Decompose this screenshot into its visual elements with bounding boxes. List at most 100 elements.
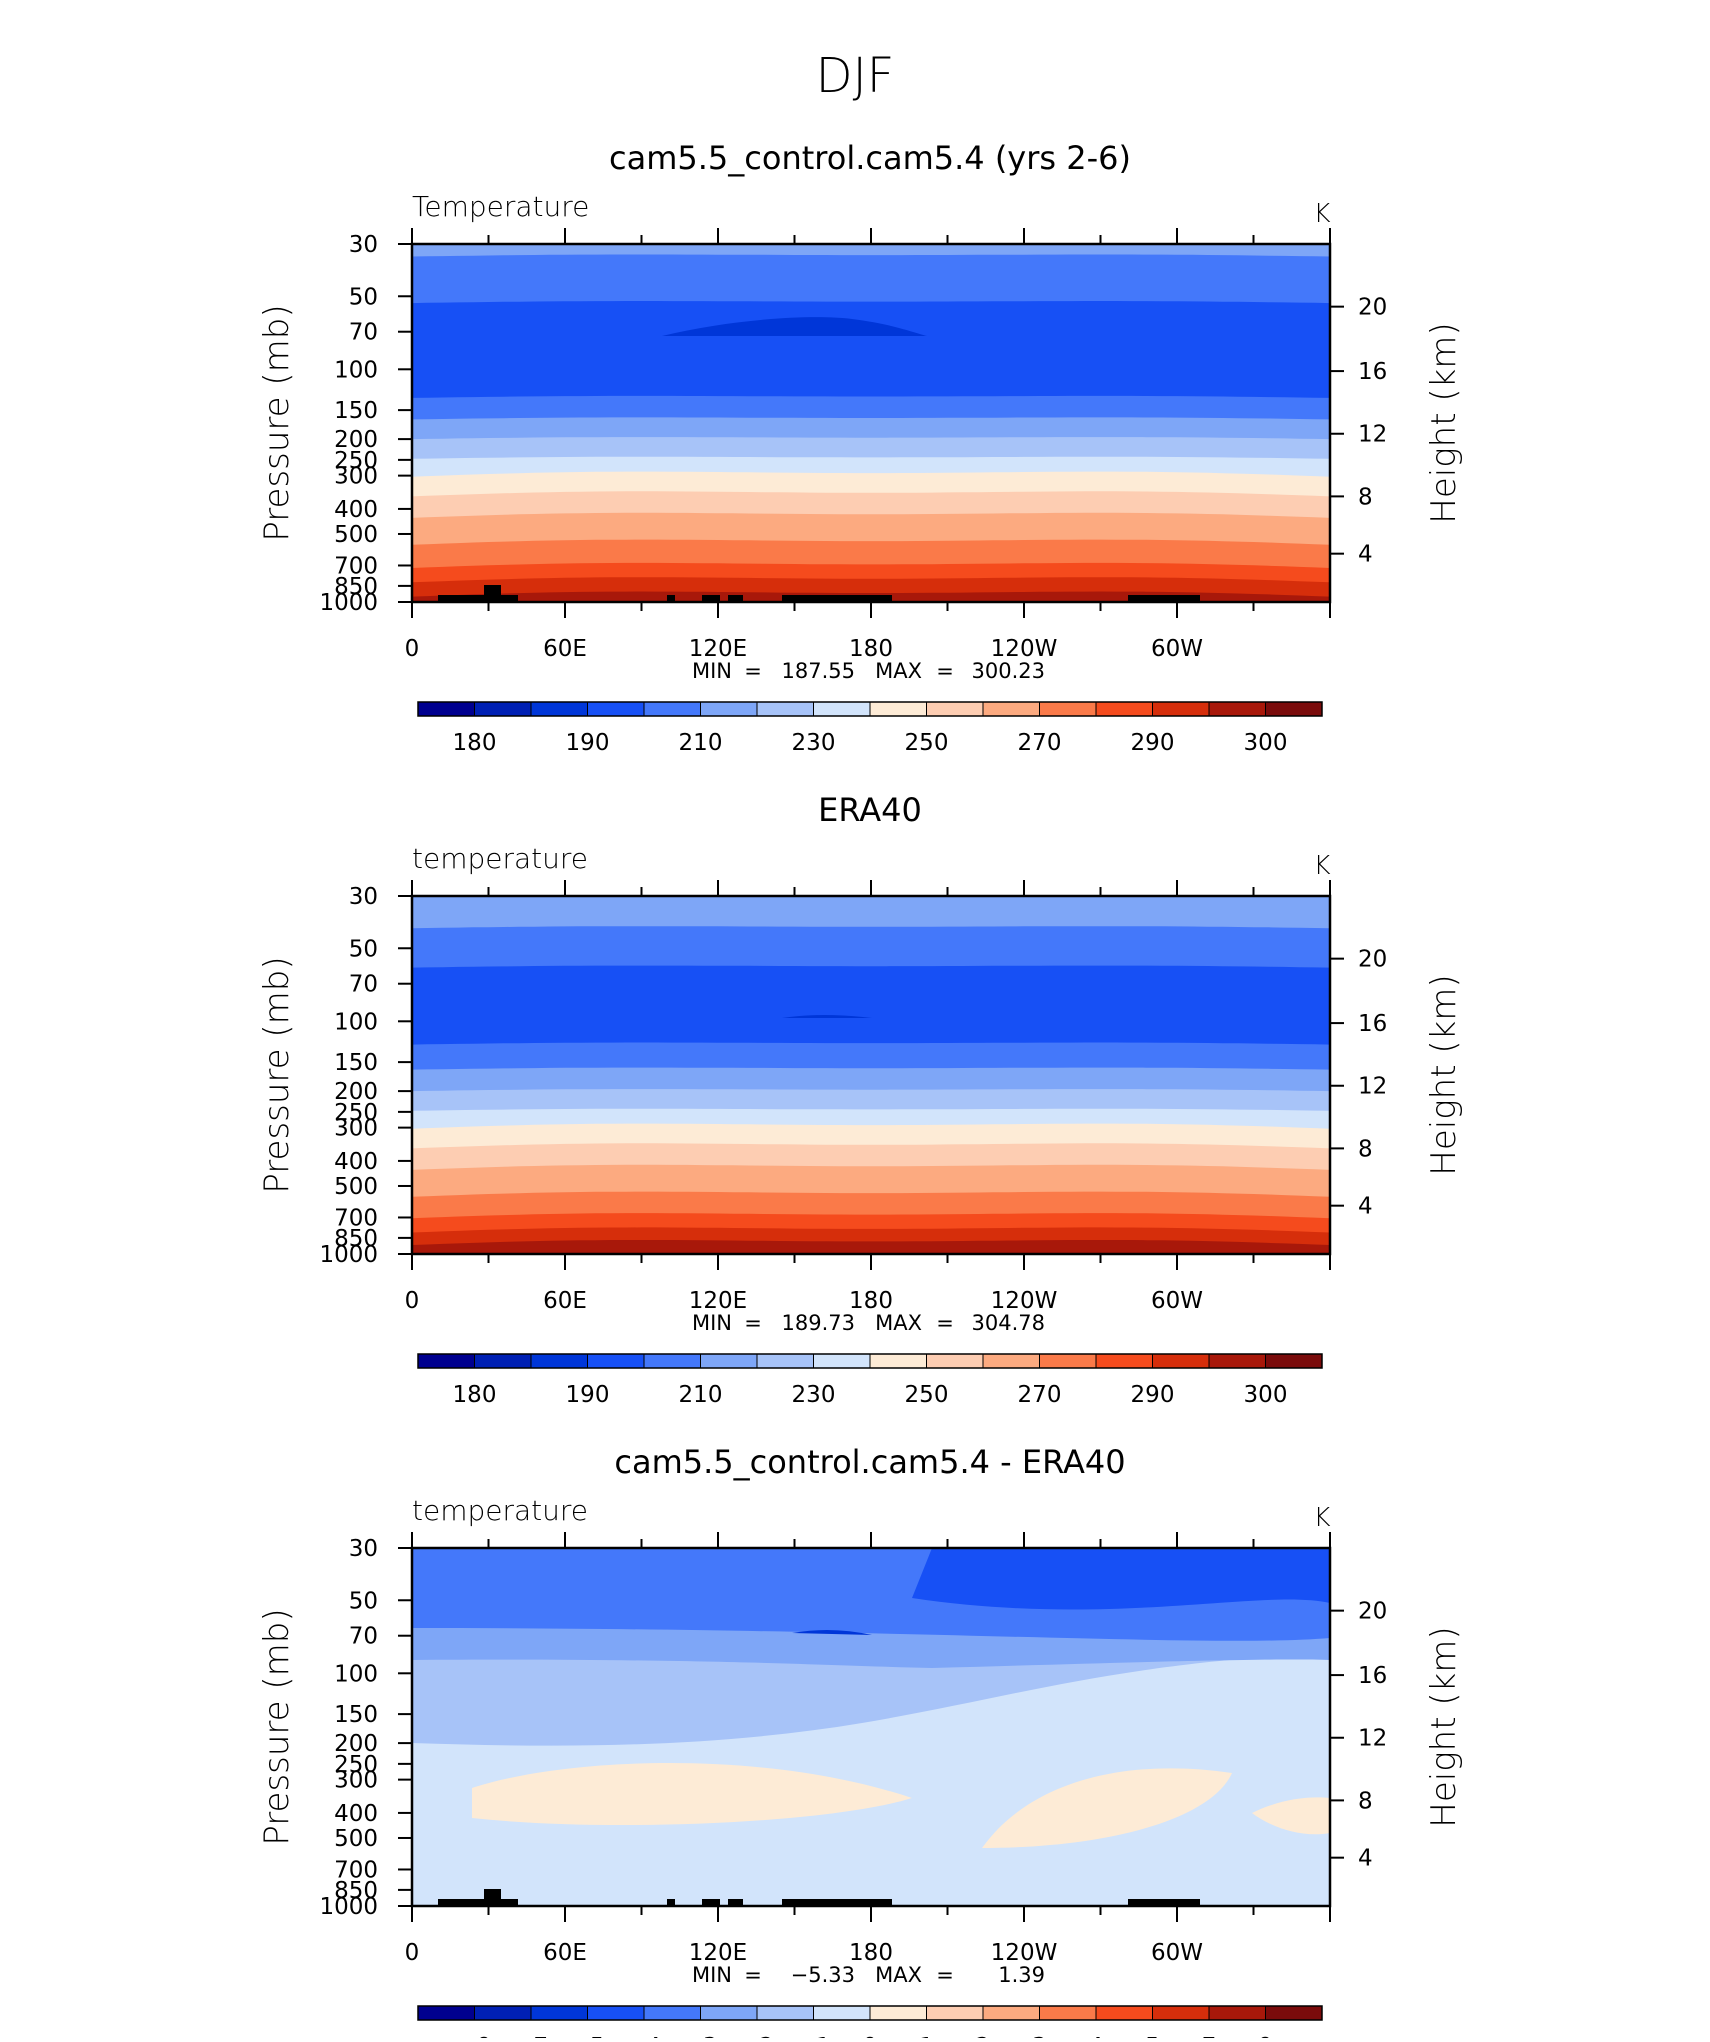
warm-anomaly	[472, 1763, 912, 1826]
colorbar-swatch	[643, 1353, 701, 1369]
colorbar-label: −4	[627, 2034, 661, 2038]
colorbar-label: 7	[1202, 2034, 1217, 2038]
chart-panel-2: ERA40 temperature K 0 60E 120E 180 120W 60W 30 50 7…	[257, 791, 1464, 1408]
colorbar-label: 190	[566, 730, 610, 756]
min-equals: =	[744, 1311, 762, 1335]
colorbar-swatch	[982, 1353, 1040, 1369]
y-tick-label: 30	[349, 1536, 378, 1562]
y-tick-label: 700	[334, 553, 378, 579]
y-tick-label: 850	[334, 574, 378, 600]
topography-mask	[1128, 1899, 1200, 1906]
y-right-tick-label: 12	[1358, 1726, 1387, 1752]
colorbar-frame	[417, 1353, 1323, 1369]
colorbar-swatch	[1265, 701, 1323, 717]
y-tick-label: 850	[334, 1226, 378, 1252]
colorbar-swatch	[982, 2005, 1040, 2021]
y-tick-label: 1000	[319, 590, 378, 616]
x-tick-label: 120W	[991, 1288, 1058, 1314]
page-title: DJF	[816, 48, 895, 104]
colorbar-swatch	[1152, 1353, 1210, 1369]
y-right-tick-label: 12	[1358, 1074, 1387, 1100]
colorbar-label: −2	[740, 2034, 774, 2038]
max-equals: =	[936, 1311, 954, 1335]
cold-core-contour	[792, 1629, 872, 1635]
y-tick-label: 200	[334, 1731, 378, 1757]
colorbar-label: 210	[679, 730, 723, 756]
y-right-tick-label: 4	[1358, 1846, 1373, 1872]
y-tick-label: 250	[334, 1752, 378, 1778]
colorbar-swatch	[700, 701, 758, 717]
y-tick-label: 250	[334, 448, 378, 474]
x-tick-label: 60W	[1151, 1288, 1203, 1314]
topography-mask	[484, 1889, 501, 1906]
colorbar-swatch	[1265, 1353, 1323, 1369]
colorbar-label: 270	[1018, 1382, 1062, 1408]
y-tick-label: 300	[334, 1116, 378, 1142]
colorbar-label: 2	[976, 2034, 991, 2038]
y-tick-label: 500	[334, 522, 378, 548]
max-value: 304.78	[972, 1311, 1045, 1335]
colorbar-swatch	[926, 1353, 984, 1369]
y-tick-label: 400	[334, 1801, 378, 1827]
colorbar-label: 290	[1131, 730, 1175, 756]
colorbar-label: −1	[797, 2034, 831, 2038]
x-tick-label: 60E	[543, 636, 587, 662]
y-right-tick-label: 16	[1358, 1663, 1387, 1689]
y-right-tick-label: 16	[1358, 359, 1387, 385]
colorbar-label: 230	[792, 730, 836, 756]
y-tick-label: 700	[334, 1857, 378, 1883]
panel-title: cam5.5_control.cam5.4 (yrs 2-6)	[609, 139, 1131, 177]
y-tick-label: 1000	[319, 1242, 378, 1268]
contour-field	[412, 896, 1330, 1254]
y-right-tick-label: 4	[1358, 542, 1373, 568]
colorbar-label: 3	[1032, 2034, 1047, 2038]
y-right-tick-label: 20	[1358, 1599, 1387, 1625]
colorbar-label: −3	[684, 2034, 718, 2038]
colorbar-swatch	[756, 701, 814, 717]
colorbar-swatch	[813, 2005, 871, 2021]
colorbar-swatch	[869, 2005, 927, 2021]
topography-mask	[438, 595, 518, 602]
min-value: −5.33	[791, 1963, 855, 1987]
colorbar-swatch	[1095, 701, 1153, 717]
max-label: MAX	[875, 1963, 922, 1987]
y-right-tick-label: 12	[1358, 422, 1387, 448]
topography-mask	[667, 595, 675, 602]
colorbar-frame	[417, 2005, 1323, 2021]
y-tick-label: 30	[349, 232, 378, 258]
y-tick-label: 1000	[319, 1894, 378, 1920]
y-right-tick-label: 16	[1358, 1011, 1387, 1037]
y-tick-label: 400	[334, 1149, 378, 1175]
contour-field	[412, 1548, 1330, 1906]
units-label: K	[1313, 1503, 1330, 1533]
x-tick-label: 120E	[689, 1288, 747, 1314]
contour-field	[412, 244, 1330, 602]
y-tick-label: 50	[349, 936, 378, 962]
colorbar-label: 180	[453, 1382, 497, 1408]
x-tick-label: 60E	[543, 1940, 587, 1966]
colorbar-swatch	[869, 701, 927, 717]
colorbar-swatch	[530, 2005, 588, 2021]
y-right-axis-label: Height (km)	[1424, 322, 1464, 523]
colorbar-swatch	[474, 2005, 532, 2021]
topography-mask	[438, 1899, 518, 1906]
max-equals: =	[936, 1963, 954, 1987]
variable-label: Temperature	[412, 190, 589, 223]
colorbar-swatch	[813, 701, 871, 717]
colorbar-label: 1	[919, 2034, 934, 2038]
colorbar-swatch	[417, 2005, 475, 2021]
colorbar-swatch	[1095, 1353, 1153, 1369]
min-label: MIN	[692, 659, 732, 683]
colorbar-swatch	[643, 701, 701, 717]
min-label: MIN	[692, 1963, 732, 1987]
y-tick-label: 50	[349, 1588, 378, 1614]
cold-core-contour	[782, 1015, 872, 1018]
y-tick-label: 150	[334, 1702, 378, 1728]
y-tick-label: 200	[334, 427, 378, 453]
colorbar-swatch	[700, 1353, 758, 1369]
warm-anomaly	[982, 1768, 1232, 1848]
colorbar-swatch	[700, 2005, 758, 2021]
y-tick-label: 100	[334, 1009, 378, 1035]
chart-panel-3: cam5.5_control.cam5.4 - ERA40 temperature…	[257, 1443, 1464, 2042]
